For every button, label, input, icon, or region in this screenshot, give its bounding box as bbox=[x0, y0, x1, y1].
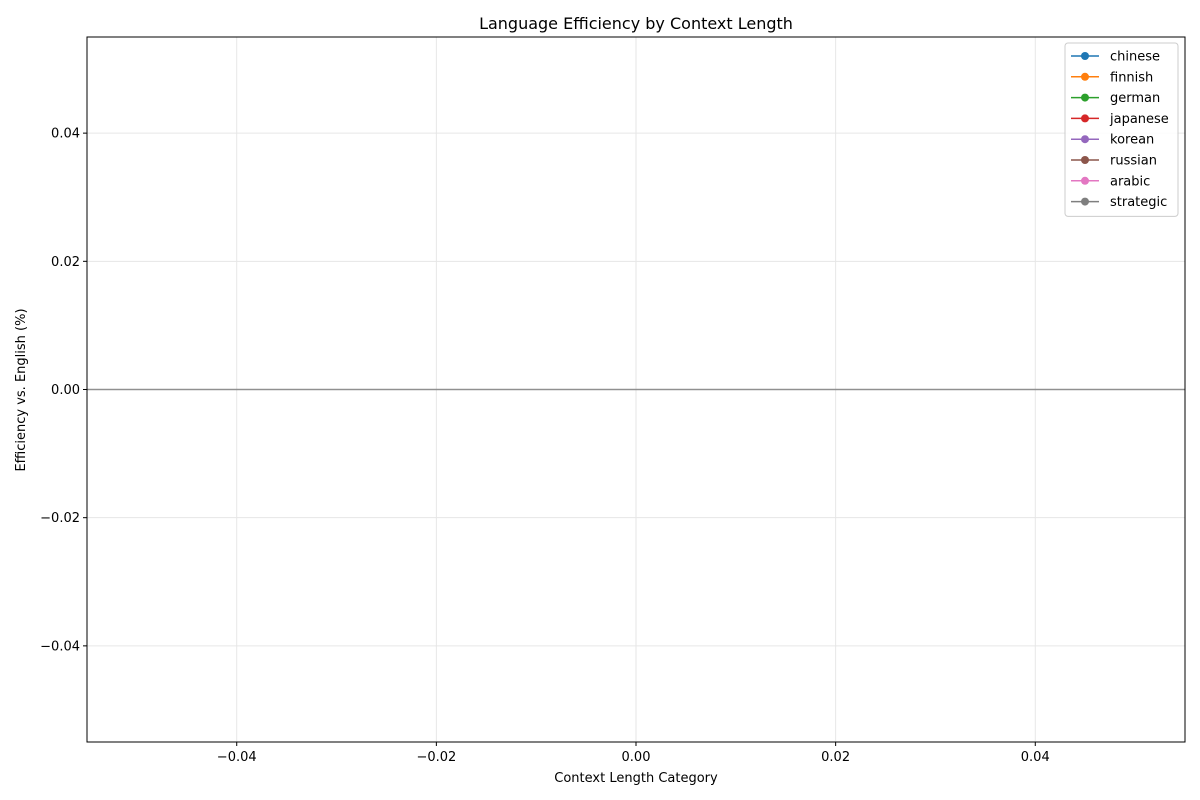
legend-marker-chinese bbox=[1081, 52, 1089, 60]
legend-label-japanese: japanese bbox=[1109, 112, 1169, 127]
y-axis-label: Efficiency vs. English (%) bbox=[14, 308, 29, 471]
y-tick-label: 0.00 bbox=[51, 383, 80, 398]
x-tick-label: 0.00 bbox=[622, 750, 651, 765]
y-tick-label: 0.02 bbox=[51, 255, 80, 270]
x-axis-ticks: −0.04 −0.02 0.00 0.02 0.04 bbox=[217, 742, 1050, 765]
legend-label-chinese: chinese bbox=[1110, 50, 1160, 65]
legend-marker-korean bbox=[1081, 135, 1089, 144]
x-tick-label: −0.02 bbox=[416, 750, 456, 765]
legend-box bbox=[1064, 42, 1179, 217]
legend-marker-strategic bbox=[1081, 197, 1089, 206]
legend-marker-german bbox=[1081, 93, 1089, 102]
x-tick-label: −0.04 bbox=[217, 750, 257, 765]
y-tick-label: 0.04 bbox=[51, 127, 80, 142]
legend-label-strategic: strategic bbox=[1110, 195, 1167, 210]
y-tick-label: −0.02 bbox=[40, 511, 80, 526]
x-tick-label: 0.04 bbox=[1021, 750, 1050, 765]
legend-marker-russian bbox=[1081, 156, 1089, 164]
legend-label-russian: russian bbox=[1110, 154, 1157, 169]
legend: chinese finnish german japanese korean russia… bbox=[1064, 42, 1179, 217]
legend-label-arabic: arabic bbox=[1110, 174, 1150, 189]
y-tick-label: −0.04 bbox=[40, 639, 80, 654]
legend-marker-japanese bbox=[1081, 114, 1089, 123]
legend-marker-arabic bbox=[1081, 176, 1089, 185]
legend-marker-finnish bbox=[1081, 72, 1089, 81]
legend-label-korean: korean bbox=[1110, 133, 1154, 148]
y-axis-ticks: −0.04 −0.02 0.00 0.02 0.04 bbox=[40, 127, 87, 654]
x-tick-label: 0.02 bbox=[821, 750, 850, 765]
legend-label-finnish: finnish bbox=[1110, 70, 1153, 85]
chart-title: Language Efficiency by Context Length bbox=[479, 14, 793, 33]
x-axis-label: Context Length Category bbox=[554, 771, 718, 786]
legend-label-german: german bbox=[1110, 91, 1160, 106]
